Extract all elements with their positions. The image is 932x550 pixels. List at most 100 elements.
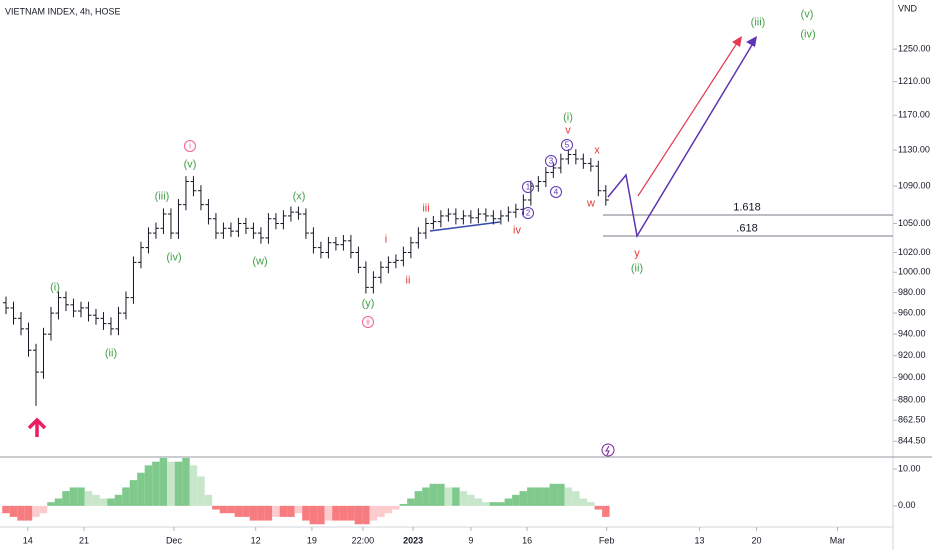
wave-label: v [565,124,571,136]
histogram-bar [47,502,55,506]
histogram-bar [377,505,385,517]
histogram-bar [24,505,33,521]
histogram-bar [527,487,535,506]
x-tick-label: 21 [79,535,89,545]
histogram-bar [99,498,108,506]
event-icon[interactable] [601,443,615,457]
histogram-bar [504,498,513,506]
histogram-bar [84,491,93,506]
y-tick-label: 920.00 [898,350,926,360]
wave-label: (ii) [105,347,117,359]
y-tick-label: 1250.00 [898,44,931,54]
wave-label: 2 [526,209,531,218]
histogram-bar [17,505,25,521]
histogram-bar [92,494,100,506]
y-tick-label: 960.00 [898,307,926,317]
y-tick-label: 1020.00 [898,247,931,257]
histogram-bar [129,480,138,506]
annotation-circle [550,186,562,198]
histogram-bar [482,502,490,506]
wave-label: (iv) [800,28,815,40]
histogram-bar [564,487,573,506]
wave-label: i [189,142,191,151]
histogram-bar [587,502,595,506]
histogram-bar [384,505,393,514]
x-tick-label: 16 [522,535,532,545]
wave-label: (v) [801,8,814,20]
histogram-bar [489,502,498,506]
y-tick-label: 0.00 [898,500,916,510]
y-tick-label: 862.50 [898,415,926,425]
annotation-circle [362,316,374,328]
x-tick-label: 20 [752,535,762,545]
histogram-bar [542,487,550,506]
histogram-bar [77,487,85,506]
wave-label: 3 [549,157,554,166]
wave-label: (x) [293,190,306,202]
histogram-bar [249,505,258,521]
histogram-bar [279,505,288,517]
histogram-bar [287,505,295,517]
y-tick-label: 900.00 [898,372,926,382]
histogram-bar [474,498,483,506]
histogram-bar [594,505,603,510]
chart-title: VIETNAM INDEX, 4h, HOSE [5,6,121,16]
annotation-circle [522,181,534,193]
histogram-bar [407,498,415,506]
histogram-bar [122,487,130,506]
x-tick-label: 9 [468,535,473,545]
histogram-bar [167,461,175,506]
wave-label: iv [513,224,521,236]
y-tick-label: 1000.00 [898,267,931,277]
wave-label: (i) [563,111,573,123]
y-tick-label: 980.00 [898,287,926,297]
wave-label: (iv) [166,251,181,263]
histogram-bar [437,483,445,506]
histogram-bar [54,498,63,506]
histogram-bar [452,487,460,506]
trend-line [429,221,501,232]
annotation-circle [545,155,557,167]
histogram-bar [219,505,228,514]
histogram-bar [227,505,235,514]
histogram-bar [294,505,303,514]
histogram-bar [557,483,565,506]
annotation-circle [561,139,573,151]
histogram-bar [212,505,220,510]
annotation-circle [522,207,534,219]
histogram-bar [369,505,378,521]
histogram-bar [152,461,160,506]
histogram-bar [197,476,205,506]
y-tick-label: 1210.00 [898,76,931,86]
histogram-bar [354,505,363,525]
histogram-bar [32,505,40,517]
histogram-bar [69,487,78,506]
y-tick-label: 1090.00 [898,180,931,190]
histogram-bar [579,498,588,506]
wave-label: ii [406,274,411,286]
histogram-bar [392,505,400,510]
histogram-bar [467,494,475,506]
histogram-bar [459,491,468,506]
y-tick-label: 940.00 [898,329,926,339]
up-arrow-icon [27,417,47,437]
y-tick-label: 10.00 [898,463,921,473]
wave-label: (y) [362,297,375,309]
x-tick-label: Mar [830,535,846,545]
histogram-bar [549,483,558,506]
y-tick-label: 844.50 [898,436,926,446]
wave-label: 1.618 [733,201,761,213]
event-icon-bolt [605,445,610,456]
wave-label: y [634,247,640,259]
histogram-bar [257,505,265,521]
y-tick-label: 880.00 [898,394,926,404]
x-tick-label: Dec [166,535,183,545]
y-tick-label: 1130.00 [898,144,930,154]
wave-label: iii [422,202,429,214]
histogram-bar [264,505,273,521]
histogram-bar [602,505,610,517]
histogram-bar [572,491,580,506]
histogram-bar [242,505,250,517]
histogram-bar [9,505,18,517]
histogram-bar [302,505,310,521]
